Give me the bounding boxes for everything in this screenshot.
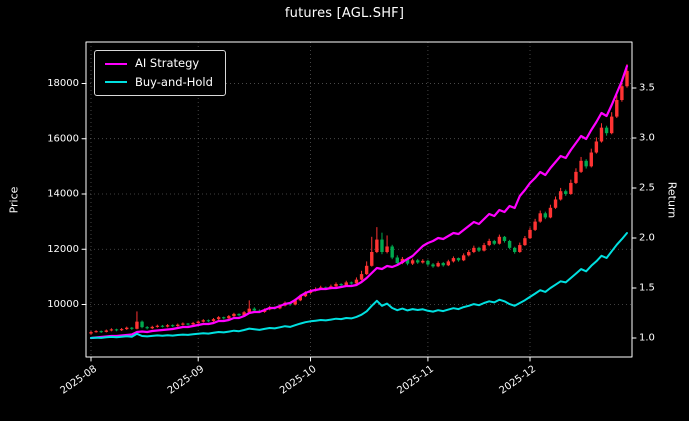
- legend-item-ai-strategy: AI Strategy: [105, 56, 213, 70]
- left-axis-label: Price: [7, 186, 21, 214]
- buy-and-hold-line-swatch: [105, 81, 127, 84]
- legend-item-buy-and-hold: Buy-and-Hold: [105, 74, 213, 89]
- legend-label-buy-and-hold: Buy-and-Hold: [135, 74, 213, 89]
- ai-strategy-line-swatch: [105, 62, 127, 65]
- legend: AI Strategy Buy-and-Hold: [94, 50, 226, 96]
- right-axis-label: Return: [665, 181, 679, 219]
- legend-label-ai-strategy: AI Strategy: [135, 56, 200, 70]
- chart-title: futures [AGL.SHF]: [284, 6, 405, 21]
